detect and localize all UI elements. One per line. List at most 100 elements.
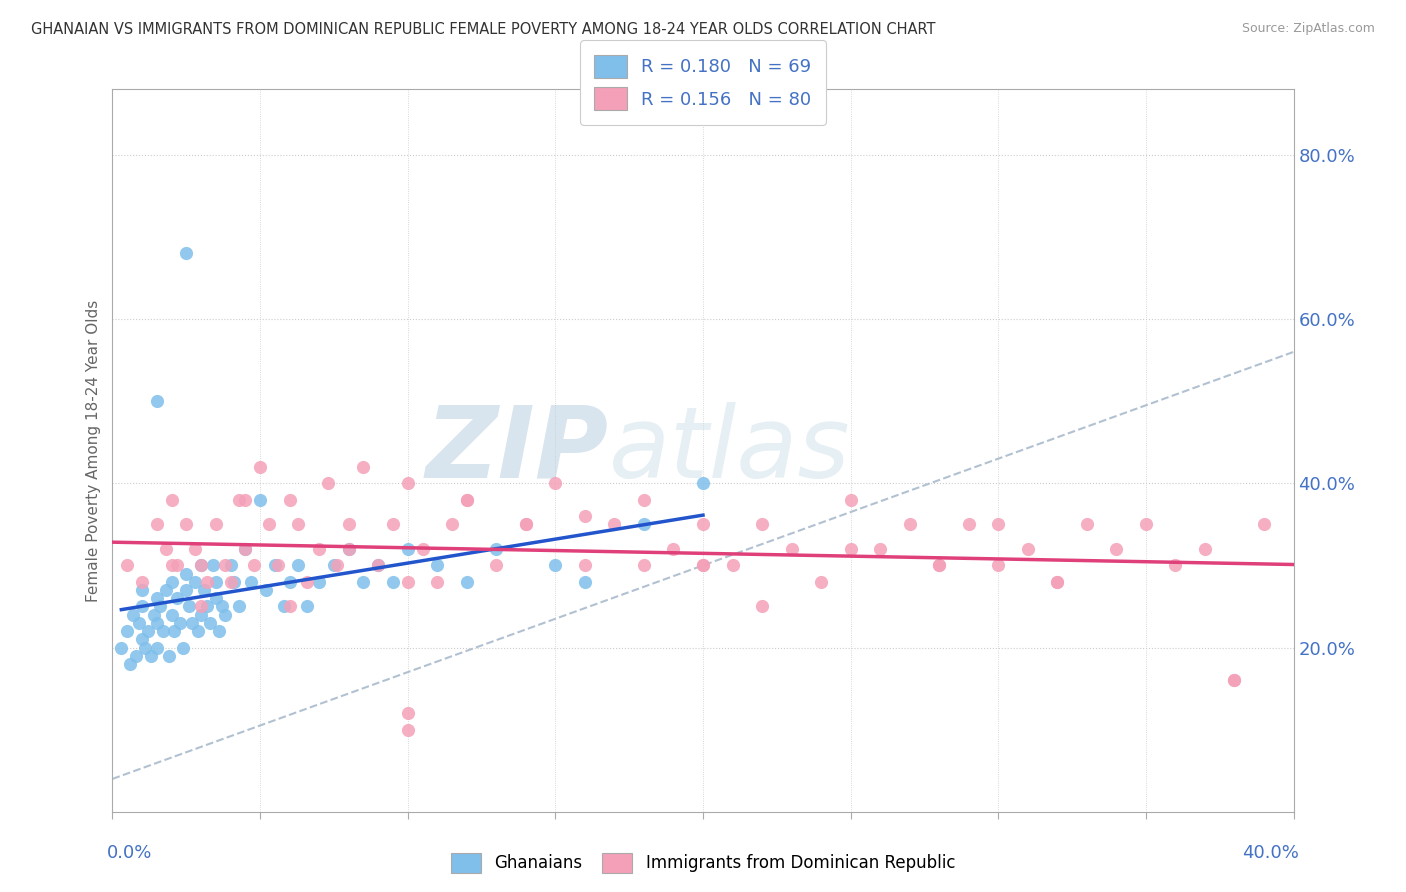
Point [190, 558, 212, 573]
Point [367, 558, 389, 573]
Point [751, 599, 773, 614]
Point [219, 574, 242, 589]
Text: ZIP: ZIP [426, 402, 609, 499]
Point [228, 599, 250, 614]
Point [278, 574, 301, 589]
Point [174, 582, 197, 597]
Point [1135, 517, 1157, 532]
Point [166, 591, 188, 606]
Point [515, 517, 537, 532]
Point [382, 517, 405, 532]
Point [174, 246, 197, 260]
Point [257, 517, 280, 532]
Point [633, 517, 655, 532]
Point [155, 582, 177, 597]
Point [485, 558, 508, 573]
Point [426, 574, 449, 589]
Point [201, 558, 224, 573]
Point [337, 517, 360, 532]
Point [233, 541, 256, 556]
Point [131, 574, 153, 589]
Point [208, 624, 231, 639]
Point [396, 476, 419, 491]
Point [367, 558, 389, 573]
Point [211, 599, 233, 614]
Point [110, 640, 132, 655]
Point [441, 517, 464, 532]
Point [396, 723, 419, 737]
Point [839, 492, 862, 507]
Point [1076, 517, 1098, 532]
Point [308, 574, 330, 589]
Point [179, 599, 201, 614]
Point [117, 558, 138, 573]
Point [205, 591, 228, 606]
Point [205, 574, 228, 589]
Point [122, 607, 145, 622]
Point [134, 640, 156, 655]
Point [869, 541, 891, 556]
Point [515, 517, 537, 532]
Point [160, 607, 183, 622]
Point [254, 582, 277, 597]
Point [169, 615, 191, 630]
Point [1046, 574, 1069, 589]
Point [160, 558, 183, 573]
Text: atlas: atlas [609, 402, 851, 499]
Point [323, 558, 346, 573]
Point [839, 541, 862, 556]
Point [205, 517, 228, 532]
Point [1253, 517, 1275, 532]
Point [987, 558, 1010, 573]
Point [249, 492, 271, 507]
Point [160, 574, 183, 589]
Point [396, 706, 419, 721]
Point [131, 599, 153, 614]
Point [382, 574, 405, 589]
Point [190, 558, 212, 573]
Point [544, 558, 567, 573]
Point [157, 648, 180, 663]
Point [337, 541, 360, 556]
Point [1164, 558, 1187, 573]
Point [184, 574, 207, 589]
Point [1017, 541, 1039, 556]
Point [287, 558, 309, 573]
Point [278, 599, 301, 614]
Point [574, 558, 596, 573]
Point [411, 541, 433, 556]
Point [128, 615, 150, 630]
Text: 40.0%: 40.0% [1243, 844, 1299, 863]
Point [898, 517, 921, 532]
Point [928, 558, 950, 573]
Point [228, 492, 250, 507]
Point [155, 541, 177, 556]
Point [308, 541, 330, 556]
Point [174, 517, 197, 532]
Point [957, 517, 980, 532]
Point [603, 517, 626, 532]
Text: 0.0%: 0.0% [107, 844, 152, 863]
Point [149, 599, 172, 614]
Point [187, 624, 209, 639]
Point [249, 459, 271, 474]
Point [692, 517, 714, 532]
Point [287, 517, 309, 532]
Point [190, 599, 212, 614]
Point [692, 558, 714, 573]
Point [163, 624, 186, 639]
Point [219, 558, 242, 573]
Point [195, 599, 218, 614]
Point [160, 492, 183, 507]
Point [662, 541, 685, 556]
Point [456, 492, 478, 507]
Point [117, 624, 138, 639]
Point [131, 632, 153, 647]
Point [352, 459, 374, 474]
Point [1223, 673, 1246, 688]
Point [136, 624, 159, 639]
Point [190, 607, 212, 622]
Point [172, 640, 194, 655]
Point [426, 558, 449, 573]
Point [574, 509, 596, 524]
